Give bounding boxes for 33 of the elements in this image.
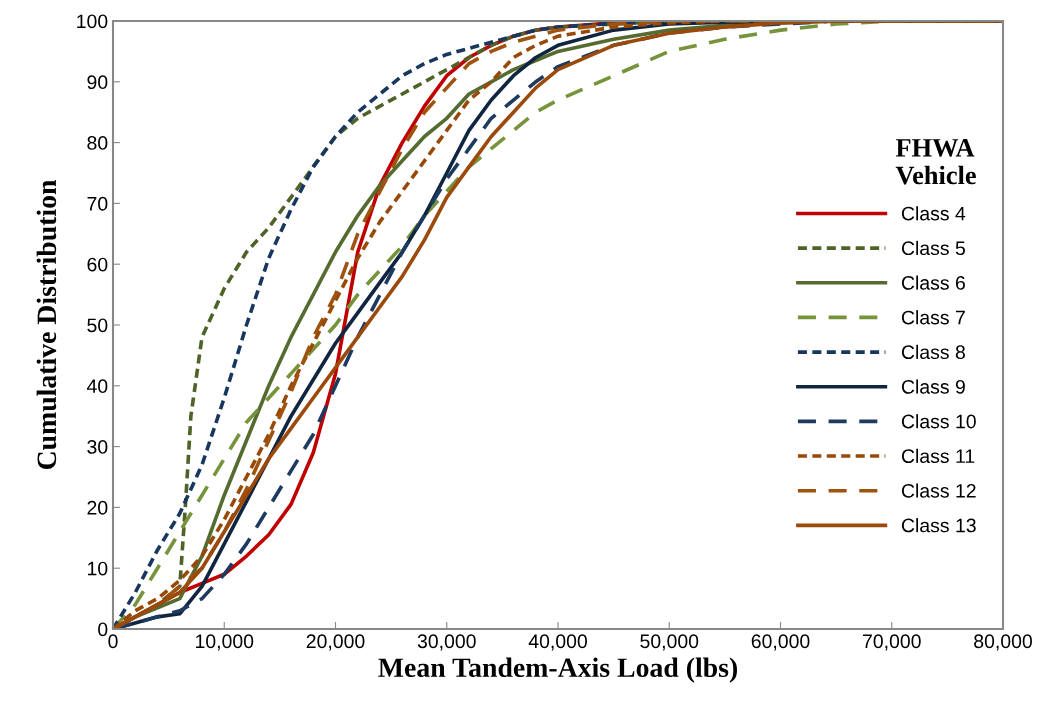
x-tick-label: 10,000 — [196, 634, 254, 651]
legend-title: FHWA Vehicle — [895, 139, 976, 185]
legend-label: Class 8 — [901, 344, 965, 360]
x-tick-label: 60,000 — [751, 634, 810, 651]
y-tick-label: 0 — [98, 622, 108, 637]
legend-label: Class 13 — [901, 518, 976, 533]
x-tick-label: 80,000 — [974, 634, 1032, 651]
legend-label: Class 5 — [901, 240, 965, 256]
legend-label: Class 12 — [901, 483, 976, 498]
y-tick-label: 100 — [77, 14, 108, 29]
y-tick-label: 60 — [87, 257, 108, 272]
x-tick-label: 50,000 — [640, 634, 699, 651]
y-tick-label: 40 — [86, 379, 108, 394]
x-tick-label: 0 — [108, 634, 118, 649]
y-tick-label: 70 — [87, 196, 108, 211]
y-tick-label: 20 — [87, 500, 108, 515]
legend-label: Class 11 — [901, 448, 975, 464]
x-tick-label: 70,000 — [863, 634, 921, 651]
x-axis-title: Mean Tandem-Axis Load (lbs) — [378, 657, 737, 683]
y-tick-label: 80 — [87, 136, 108, 150]
y-tick-label: 10 — [88, 561, 108, 576]
legend-label: Class 10 — [901, 414, 976, 429]
y-axis-title: Cumulative Distribution — [36, 179, 57, 470]
x-tick-label: 20,000 — [306, 634, 365, 651]
legend-label: Class 6 — [901, 275, 965, 290]
x-tick-label: 30,000 — [417, 634, 476, 651]
legend-label: Class 4 — [901, 206, 966, 221]
legend-label: Class 7 — [901, 310, 965, 325]
y-tick-label: 50 — [87, 318, 108, 333]
legend-label: Class 9 — [901, 379, 965, 394]
y-tick-label: 30 — [87, 440, 108, 454]
x-tick-label: 40,000 — [528, 634, 587, 651]
y-tick-label: 90 — [87, 75, 108, 90]
